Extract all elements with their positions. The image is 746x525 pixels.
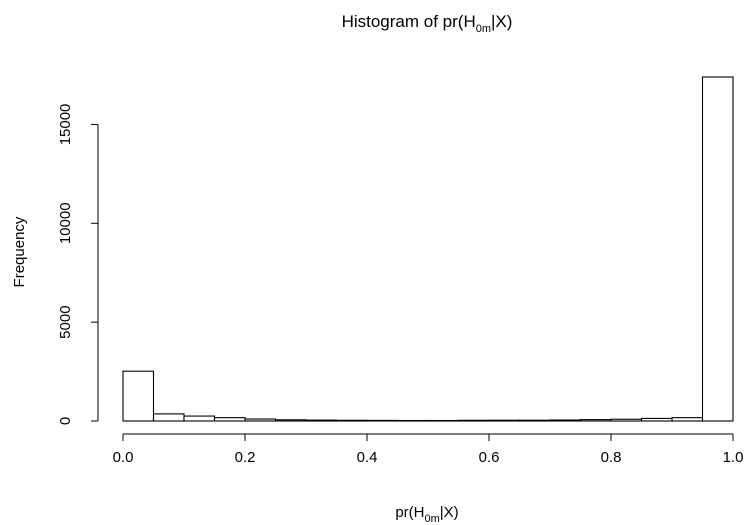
- histogram-bar: [366, 419, 399, 422]
- histogram-bar: [457, 419, 490, 422]
- y-tick-label: 15000: [57, 104, 74, 146]
- histogram-bar: [610, 418, 643, 422]
- histogram-bars: [122, 76, 734, 422]
- histogram-bar: [579, 419, 612, 422]
- x-axis-label: pr(H0m|X): [395, 504, 458, 525]
- x-tick-label: 0.4: [357, 449, 378, 466]
- histogram-bar: [335, 419, 368, 422]
- y-tick-label: 0: [57, 417, 74, 425]
- histogram-bar: [305, 419, 338, 422]
- y-tick-label: 5000: [57, 305, 74, 338]
- histogram-bar: [183, 415, 216, 422]
- y-axis-label: Frequency: [11, 216, 28, 287]
- histogram-bar: [488, 419, 521, 422]
- histogram-bar: [640, 417, 673, 422]
- histogram-bar: [244, 418, 277, 422]
- x-tick-label: 0.2: [235, 449, 256, 466]
- histogram-bar: [671, 417, 704, 422]
- histogram-bar: [701, 76, 734, 422]
- x-tick-label: 1.0: [723, 449, 744, 466]
- x-tick-label: 0.8: [601, 449, 622, 466]
- x-tick-label: 0.0: [113, 449, 134, 466]
- histogram-bar: [152, 413, 185, 422]
- histogram-bar: [549, 419, 582, 422]
- x-tick-label: 0.6: [479, 449, 500, 466]
- y-axis: 0 5000 10000 15000: [57, 104, 99, 425]
- y-tick-label: 10000: [57, 202, 74, 244]
- histogram-bar: [518, 419, 551, 422]
- chart-title: Histogram of pr(H0m|X): [342, 12, 513, 35]
- histogram-bar: [213, 417, 246, 422]
- x-axis: 0.0 0.2 0.4 0.6 0.8 1.0: [113, 433, 744, 466]
- histogram-bar: [122, 370, 155, 422]
- histogram-bar: [274, 419, 307, 422]
